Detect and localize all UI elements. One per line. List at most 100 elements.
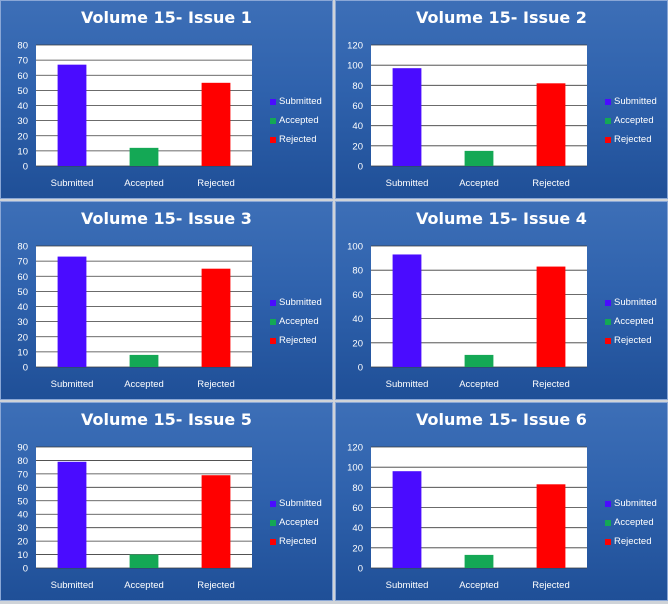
legend-item-rejected: Rejected <box>270 532 322 551</box>
y-tick-label: 20 <box>352 338 363 349</box>
bar-submitted <box>392 254 422 367</box>
chart-panel-4: Volume 15- Issue 4 0 20 40 60 80 100 Submitted… <box>335 201 668 400</box>
legend-label: Accepted <box>279 115 319 126</box>
chart-title: Volume 15- Issue 3 <box>81 209 252 228</box>
chart-panel-3: Volume 15- Issue 3 0 10 20 30 40 50 60 70 80 Subm… <box>0 201 333 400</box>
legend-swatch-submitted <box>605 299 611 306</box>
legend: Submitted Accepted Rejected <box>270 494 322 551</box>
legend-swatch-accepted <box>605 519 611 526</box>
y-tick-label: 60 <box>352 290 363 301</box>
y-tick-label: 80 <box>352 266 363 277</box>
legend-item-submitted: Submitted <box>270 494 322 513</box>
legend-label: Rejected <box>614 335 652 346</box>
x-tick-label: Submitted <box>51 178 94 189</box>
legend: Submitted Accepted Rejected <box>270 293 322 350</box>
x-tick-label: Rejected <box>532 178 570 189</box>
legend-swatch-rejected <box>270 337 276 344</box>
legend-label: Rejected <box>614 536 652 547</box>
x-tick-label: Submitted <box>51 379 94 390</box>
legend-label: Rejected <box>279 536 317 547</box>
y-tick-label: 0 <box>23 564 28 575</box>
y-tick-label: 40 <box>352 523 363 534</box>
y-tick-label: 20 <box>17 131 28 142</box>
y-tick-label: 10 <box>17 347 28 358</box>
y-tick-label: 60 <box>352 503 363 514</box>
bar-submitted <box>57 461 87 568</box>
legend-label: Accepted <box>614 115 654 126</box>
legend-swatch-submitted <box>270 98 276 105</box>
x-tick-label: Rejected <box>532 580 570 591</box>
legend-item-rejected: Rejected <box>270 130 322 149</box>
legend-label: Submitted <box>614 96 657 107</box>
legend-item-rejected: Rejected <box>605 331 657 350</box>
bar-chart: 0 10 20 30 40 50 60 70 80 90 Submitted Accepted Reje… <box>17 443 252 591</box>
y-tick-label: 100 <box>347 463 363 474</box>
y-tick-label: 80 <box>17 456 28 467</box>
y-tick-label: 80 <box>17 41 28 52</box>
legend-swatch-submitted <box>270 500 276 507</box>
legend-swatch-accepted <box>270 318 276 325</box>
bar-chart: 0 20 40 60 80 100 Submitted Accepted Rejected <box>347 242 587 390</box>
legend-item-submitted: Submitted <box>605 293 657 312</box>
y-tick-label: 0 <box>23 363 28 374</box>
y-tick-label: 80 <box>17 242 28 253</box>
x-tick-label: Submitted <box>386 178 429 189</box>
y-tick-label: 40 <box>17 101 28 112</box>
y-tick-label: 70 <box>17 469 28 480</box>
y-tick-label: 0 <box>358 564 363 575</box>
x-tick-label: Rejected <box>197 580 235 591</box>
y-tick-label: 70 <box>17 257 28 268</box>
legend: Submitted Accepted Rejected <box>605 494 657 551</box>
y-tick-label: 90 <box>17 443 28 454</box>
y-tick-label: 50 <box>17 86 28 97</box>
y-tick-label: 80 <box>352 81 363 92</box>
y-tick-label: 60 <box>352 101 363 112</box>
legend-swatch-accepted <box>605 318 611 325</box>
bar-accepted <box>464 554 494 568</box>
y-tick-label: 80 <box>352 483 363 494</box>
y-tick-label: 0 <box>358 363 363 374</box>
x-tick-label: Rejected <box>532 379 570 390</box>
y-tick-label: 40 <box>352 121 363 132</box>
legend-swatch-rejected <box>270 136 276 143</box>
x-tick-label: Accepted <box>124 379 164 390</box>
bar-chart: 0 10 20 30 40 50 60 70 80 Submitted Accepted Reject… <box>17 242 252 390</box>
legend-swatch-rejected <box>605 337 611 344</box>
legend-item-submitted: Submitted <box>270 293 322 312</box>
legend-label: Submitted <box>614 297 657 308</box>
y-tick-label: 40 <box>17 302 28 313</box>
bar-chart: 0 20 40 60 80 100 120 Submitted Accepted Rejected <box>347 443 587 591</box>
bar-rejected <box>536 266 566 367</box>
bar-accepted <box>129 147 159 166</box>
y-tick-label: 0 <box>358 162 363 173</box>
legend-label: Accepted <box>279 517 319 528</box>
bar-rejected <box>536 83 566 166</box>
y-tick-label: 50 <box>17 287 28 298</box>
bar-accepted <box>464 354 494 367</box>
bar-chart: 0 20 40 60 80 100 120 Submitted Accepted Rejected <box>347 41 587 189</box>
x-tick-label: Submitted <box>51 580 94 591</box>
y-tick-label: 40 <box>17 510 28 521</box>
y-tick-label: 50 <box>17 496 28 507</box>
x-tick-label: Submitted <box>386 379 429 390</box>
bar-accepted <box>129 554 159 568</box>
bar-accepted <box>464 150 494 166</box>
bar-submitted <box>392 68 422 166</box>
chart-title: Volume 15- Issue 6 <box>416 410 587 429</box>
y-tick-label: 30 <box>17 116 28 127</box>
legend-label: Rejected <box>279 335 317 346</box>
legend-item-rejected: Rejected <box>605 532 657 551</box>
legend-label: Accepted <box>614 316 654 327</box>
bar-submitted <box>392 471 422 568</box>
y-tick-label: 60 <box>17 483 28 494</box>
chart-panel-6: Volume 15- Issue 6 0 20 40 60 80 100 120 Submit… <box>335 402 668 601</box>
x-tick-label: Accepted <box>124 178 164 189</box>
bar-rejected <box>536 484 566 568</box>
legend-swatch-accepted <box>605 117 611 124</box>
y-tick-label: 20 <box>352 141 363 152</box>
x-tick-label: Accepted <box>124 580 164 591</box>
legend-item-accepted: Accepted <box>270 312 322 331</box>
legend-item-submitted: Submitted <box>605 494 657 513</box>
y-tick-label: 30 <box>17 523 28 534</box>
